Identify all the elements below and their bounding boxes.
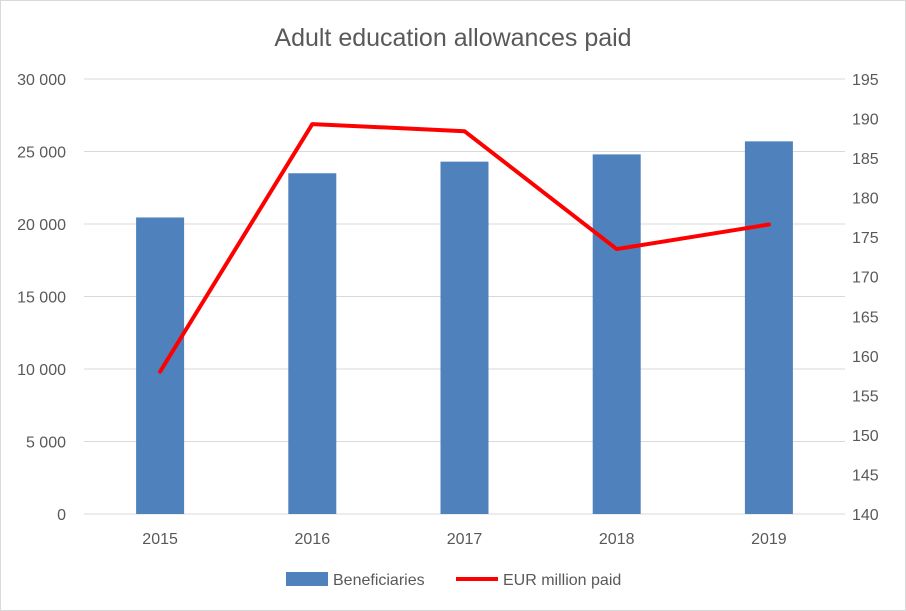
x-axis: 2015 2016 2017 2018 2019 [142, 531, 786, 548]
left-tick-label: 5 000 [26, 435, 66, 452]
right-tick-label: 185 [852, 151, 879, 168]
left-y-axis: 0 5 000 10 000 15 000 20 000 25 000 30 000 [17, 72, 66, 524]
eur-paid-line [158, 122, 771, 374]
right-tick-label: 190 [852, 112, 879, 129]
left-tick-label: 25 000 [17, 145, 66, 162]
x-tick-label: 2017 [447, 531, 483, 548]
bar-2018 [592, 154, 641, 514]
right-tick-label: 170 [852, 270, 879, 287]
x-tick-label: 2018 [599, 531, 635, 548]
bar-2015 [136, 217, 185, 514]
left-tick-label: 10 000 [17, 362, 66, 379]
bar-2016 [288, 173, 337, 514]
right-tick-label: 155 [852, 388, 879, 405]
bar-2019 [744, 141, 793, 514]
right-y-axis: 140 145 150 155 160 165 170 175 180 185 190 195 [852, 72, 879, 524]
legend: Beneficiaries EUR million paid [286, 572, 621, 589]
left-tick-label: 0 [57, 507, 66, 524]
left-tick-label: 15 000 [17, 290, 66, 307]
right-tick-label: 165 [852, 309, 879, 326]
bar-2017 [440, 161, 489, 514]
right-tick-label: 145 [852, 467, 879, 484]
right-tick-label: 175 [852, 230, 879, 247]
right-tick-label: 160 [852, 349, 879, 366]
left-tick-label: 20 000 [17, 217, 66, 234]
chart-title: Adult education allowances paid [274, 24, 631, 52]
right-tick-label: 140 [852, 507, 879, 524]
legend-label-eur-paid: EUR million paid [503, 572, 621, 589]
right-tick-label: 195 [852, 72, 879, 89]
x-tick-label: 2019 [751, 531, 787, 548]
left-tick-label: 30 000 [17, 72, 66, 89]
right-tick-label: 180 [852, 191, 879, 208]
x-tick-label: 2016 [295, 531, 331, 548]
legend-label-beneficiaries: Beneficiaries [333, 572, 425, 589]
right-tick-label: 150 [852, 428, 879, 445]
legend-swatch-beneficiaries [286, 572, 328, 586]
beneficiaries-bars [136, 141, 793, 514]
x-tick-label: 2015 [142, 531, 178, 548]
